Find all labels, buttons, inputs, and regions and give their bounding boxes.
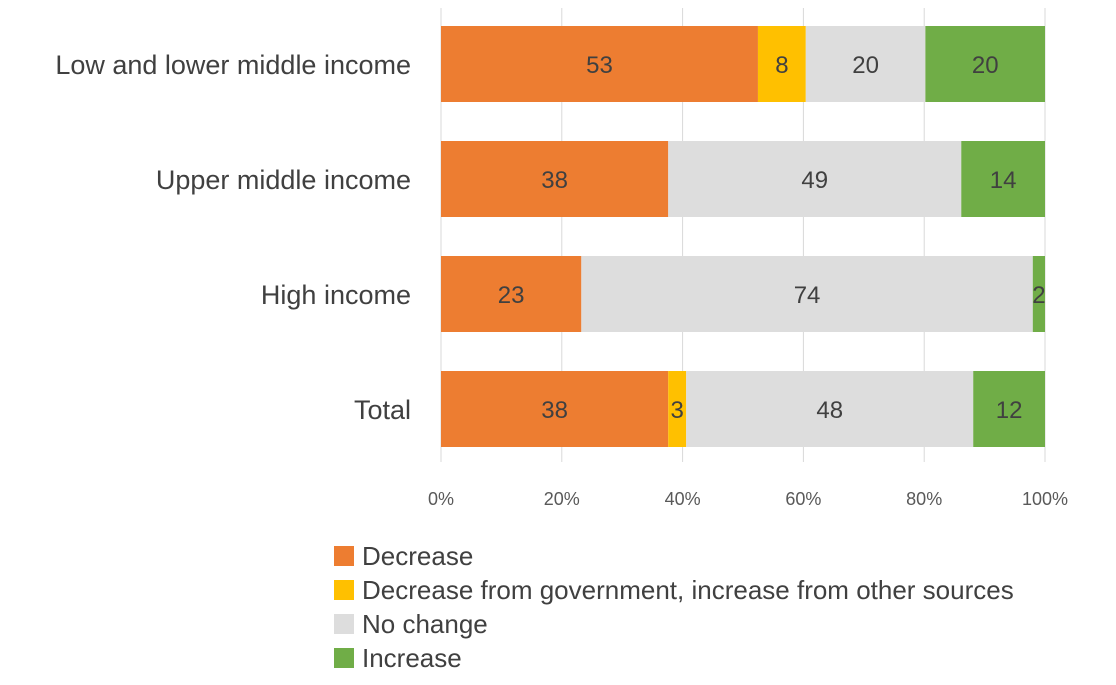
stacked-bar-chart: 53 8 20 20 38 49 14 23 74 2 38 3 48 12 Low and lower …	[55, 8, 1068, 509]
category-label: Low and lower middle income	[55, 50, 411, 80]
bar-segment	[581, 256, 1033, 332]
legend-label-decrease-gov-increase-other: Decrease from government, increase from …	[362, 574, 1014, 605]
bar-segment	[441, 371, 669, 447]
bar-segment	[441, 26, 758, 102]
data-label: 38	[541, 167, 568, 194]
legend-swatch-no-change	[334, 614, 354, 634]
legend-swatch-decrease	[334, 546, 354, 566]
data-label: 12	[996, 397, 1023, 424]
x-tick-label: 100%	[1022, 489, 1068, 509]
data-label: 74	[794, 282, 821, 309]
legend-label-increase: Increase	[362, 642, 462, 673]
legend-label-decrease: Decrease	[362, 540, 474, 571]
data-label: 53	[586, 52, 613, 79]
legend-label-no-change: No change	[362, 608, 488, 639]
x-tick-label: 60%	[785, 489, 821, 509]
data-label: 3	[671, 397, 684, 424]
legend-item-no-change: No change	[334, 608, 1114, 640]
data-label: 48	[816, 397, 843, 424]
data-label: 20	[972, 52, 999, 79]
legend: Decrease Decrease from government, incre…	[334, 540, 1114, 676]
bar-segment	[961, 141, 1045, 217]
category-label: Upper middle income	[156, 165, 411, 195]
category-label: High income	[261, 280, 411, 310]
bar-segment	[805, 26, 926, 102]
x-tick-label: 40%	[665, 489, 701, 509]
legend-item-decrease: Decrease	[334, 540, 1114, 572]
bar-segment	[686, 371, 974, 447]
x-tick-label: 0%	[428, 489, 454, 509]
data-label: 23	[498, 282, 525, 309]
data-label: 49	[801, 167, 828, 194]
legend-item-increase: Increase	[334, 642, 1114, 674]
bar-segment	[973, 371, 1045, 447]
bar-segment	[668, 371, 687, 447]
data-label: 14	[990, 167, 1017, 194]
x-tick-label: 80%	[906, 489, 942, 509]
bar-segment	[925, 26, 1045, 102]
legend-swatch-decrease-gov-increase-other	[334, 580, 354, 600]
data-labels: 53 8 20 20 38 49 14 23 74 2 38 3 48 12	[498, 52, 1046, 424]
data-label: 8	[775, 52, 788, 79]
bars	[441, 26, 1045, 447]
data-label: 2	[1032, 282, 1045, 309]
bar-segment	[757, 26, 806, 102]
bar-segment	[441, 256, 582, 332]
bar-segment	[668, 141, 962, 217]
x-tick-label: 20%	[544, 489, 580, 509]
x-axis-tick-labels: 0% 20% 40% 60% 80% 100%	[428, 489, 1068, 509]
data-label: 20	[852, 52, 879, 79]
data-label: 38	[541, 397, 568, 424]
legend-item-decrease-gov-increase-other: Decrease from government, increase from …	[334, 574, 1114, 606]
legend-swatch-increase	[334, 648, 354, 668]
bar-segment	[1032, 256, 1045, 332]
category-labels: Low and lower middle income Upper middle …	[55, 50, 411, 425]
bar-segment	[441, 141, 669, 217]
category-label: Total	[354, 395, 411, 425]
